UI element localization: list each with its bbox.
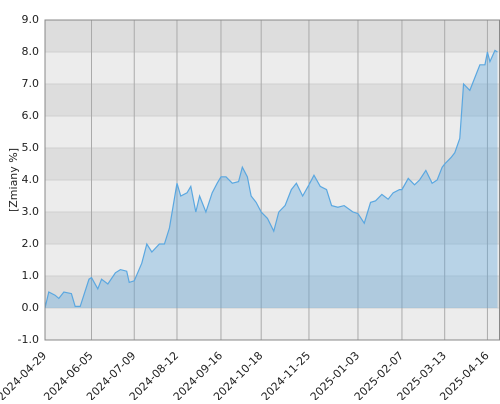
- y-tick-label: 2.0: [22, 237, 40, 250]
- x-tick-label: 2024-04-29: [0, 349, 49, 400]
- y-tick-label: 0.0: [22, 301, 40, 314]
- y-tick-label: 8.0: [22, 45, 40, 58]
- background-band: [45, 116, 500, 148]
- y-tick-label: 5.0: [22, 141, 40, 154]
- y-tick-label: 1.0: [22, 269, 40, 282]
- y-tick-label: 6.0: [22, 109, 40, 122]
- y-axis-label: [Zmiany %]: [7, 148, 20, 212]
- y-tick-label: 7.0: [22, 77, 40, 90]
- y-tick-label: -1.0: [18, 333, 39, 346]
- background-band: [45, 52, 500, 84]
- y-tick-label: 3.0: [22, 205, 40, 218]
- area-line: [44, 49, 498, 309]
- background-band: [45, 276, 500, 308]
- background-band: [45, 148, 500, 180]
- x-tick-label: 2024-11-25: [259, 349, 313, 400]
- y-tick-label: 9.0: [22, 13, 40, 26]
- background-band: [45, 84, 500, 116]
- background-band: [45, 244, 500, 276]
- area-fill: [45, 50, 498, 309]
- background-band: [45, 20, 500, 52]
- y-tick-label: 4.0: [22, 173, 40, 186]
- background-band: [45, 180, 500, 212]
- background-band: [45, 308, 500, 340]
